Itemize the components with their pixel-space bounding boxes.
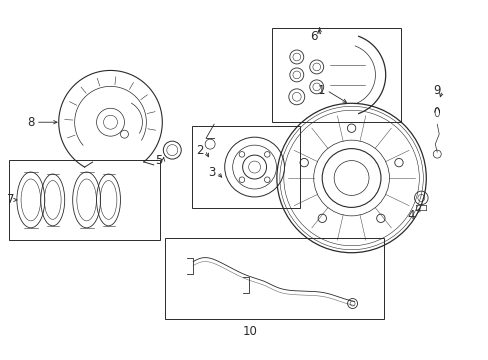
Text: 4: 4: [407, 210, 414, 222]
Text: 8: 8: [27, 116, 35, 129]
Text: 6: 6: [309, 30, 317, 43]
Text: 7: 7: [7, 193, 15, 206]
Bar: [271, 28, 401, 122]
Text: 3: 3: [208, 166, 215, 179]
Text: 10: 10: [242, 325, 257, 338]
Bar: [9, 160, 160, 240]
Text: 9: 9: [433, 84, 440, 97]
Bar: [192, 126, 299, 208]
Bar: [165, 238, 384, 319]
Text: 1: 1: [317, 84, 325, 97]
Text: 2: 2: [196, 144, 203, 157]
Text: 5: 5: [154, 154, 162, 167]
